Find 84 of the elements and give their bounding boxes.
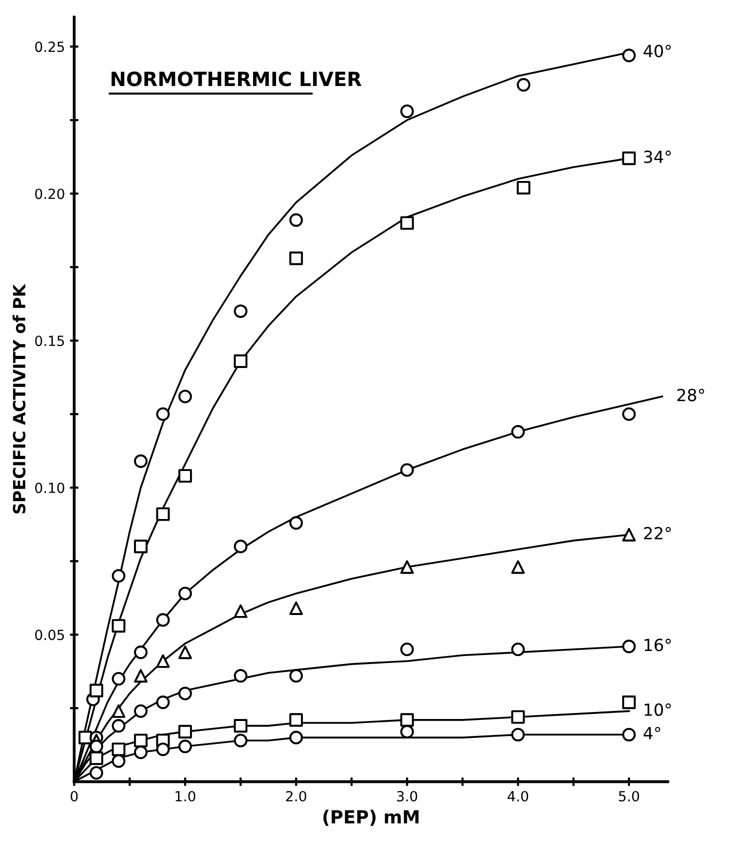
point: [289, 601, 303, 615]
point: [178, 469, 192, 483]
point: [622, 48, 636, 62]
point: [289, 713, 303, 727]
series-label: 34°: [644, 150, 671, 164]
point: [156, 742, 170, 756]
point: [289, 730, 303, 744]
point: [511, 560, 525, 574]
text: NORMOTHERMIC LIVER: [112, 72, 362, 86]
y-tick-label: 0.10: [35, 482, 64, 494]
point: [112, 569, 126, 583]
point: [622, 528, 636, 542]
y-tick-label: 0.15: [35, 336, 64, 346]
x-tick-label: 4.0: [508, 790, 528, 802]
point: [156, 507, 170, 521]
series-label: 10°: [644, 703, 671, 716]
point: [134, 646, 148, 660]
point: [234, 734, 248, 748]
point: [112, 619, 126, 633]
point: [178, 646, 192, 660]
point: [156, 696, 170, 710]
point: [289, 252, 303, 266]
point: [289, 213, 303, 227]
series-label: 4°: [644, 726, 660, 740]
point: [90, 684, 104, 698]
point: [511, 710, 525, 724]
point: [622, 728, 636, 742]
point: [400, 104, 414, 118]
point: [622, 152, 636, 166]
point: [178, 390, 192, 404]
y-tick-label: 0.05: [35, 630, 64, 640]
point: [400, 560, 414, 574]
point: [400, 463, 414, 477]
series-label: 28°: [677, 388, 704, 402]
x-tick-label: 1.0: [176, 790, 196, 802]
point: [234, 669, 248, 683]
point: [234, 604, 248, 618]
point: [178, 686, 192, 700]
point: [234, 719, 248, 733]
point: [511, 728, 525, 742]
series-label: 16°: [644, 638, 671, 652]
y-tick-label: 0.25: [35, 42, 64, 52]
point: [516, 78, 530, 92]
point: [622, 640, 636, 654]
point: [90, 751, 104, 765]
y-tick-label: 0.20: [35, 188, 64, 200]
x-axis-title: (PEP) mM: [323, 810, 419, 826]
point: [234, 304, 248, 318]
point: [622, 696, 636, 710]
point: [134, 540, 148, 554]
point: [112, 742, 126, 756]
point: [400, 713, 414, 727]
point: [90, 740, 104, 754]
point: [511, 642, 525, 656]
x-tick-label: 0: [70, 790, 78, 802]
x-tick-label: 5.0: [618, 790, 640, 802]
series-label: 40°: [644, 44, 671, 58]
point: [112, 754, 126, 768]
point: [234, 540, 248, 554]
point: [134, 454, 148, 468]
point: [134, 669, 148, 683]
point: [90, 766, 104, 780]
x-tick-label: 3.0: [397, 790, 418, 802]
point: [516, 180, 530, 195]
point: [289, 516, 303, 530]
point: [400, 642, 414, 656]
point: [134, 704, 148, 718]
point: [178, 586, 192, 600]
x-tick-label: 2.0: [286, 790, 306, 802]
point: [156, 613, 170, 627]
point: [112, 672, 126, 686]
point: [178, 740, 192, 754]
point: [511, 424, 525, 439]
y-axis-title: SPECIFIC ACTIVITY of PK: [12, 284, 26, 514]
point: [134, 746, 148, 760]
point: [156, 407, 170, 421]
point: [622, 407, 636, 421]
point: [156, 654, 170, 668]
point: [112, 719, 126, 733]
point: [134, 734, 148, 748]
point: [234, 354, 248, 368]
point: [400, 216, 414, 230]
series-label: 22°: [644, 526, 671, 540]
point: [178, 724, 192, 738]
